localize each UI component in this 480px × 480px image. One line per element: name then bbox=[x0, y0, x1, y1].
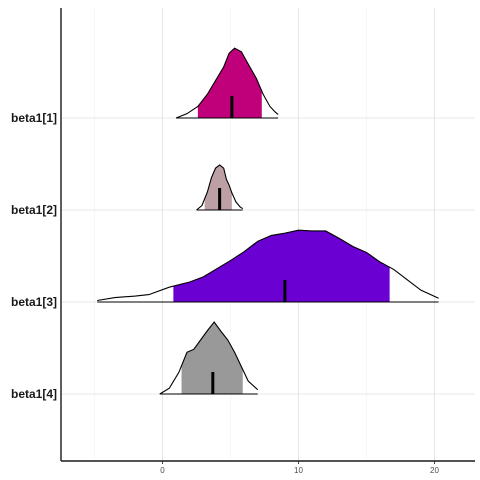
interval-area bbox=[204, 165, 232, 210]
y-tick-label: beta1[2] bbox=[11, 203, 57, 217]
grid-lines bbox=[61, 8, 475, 461]
density-curve bbox=[159, 321, 259, 395]
interval-area bbox=[197, 48, 262, 118]
interval-area bbox=[173, 230, 390, 302]
density-curve bbox=[175, 47, 279, 119]
x-tick-label: 20 bbox=[430, 466, 439, 475]
ridge-series bbox=[97, 47, 439, 395]
x-tick-label: 0 bbox=[160, 466, 165, 475]
ridge-3 bbox=[97, 229, 439, 303]
y-tick-label: beta1[4] bbox=[11, 387, 57, 401]
axes bbox=[60, 8, 475, 464]
density-curve bbox=[196, 164, 244, 211]
y-tick-label: beta1[1] bbox=[11, 111, 57, 125]
ridge-2 bbox=[196, 164, 244, 211]
y-tick-label: beta1[3] bbox=[11, 295, 57, 309]
ridge-1 bbox=[175, 47, 279, 119]
axis-labels: beta1[1] beta1[2] beta1[3] beta1[4] 0 10 20 bbox=[11, 111, 440, 475]
x-tick-label: 10 bbox=[294, 466, 303, 475]
density-curve bbox=[97, 229, 439, 302]
ridge-4 bbox=[159, 321, 259, 395]
